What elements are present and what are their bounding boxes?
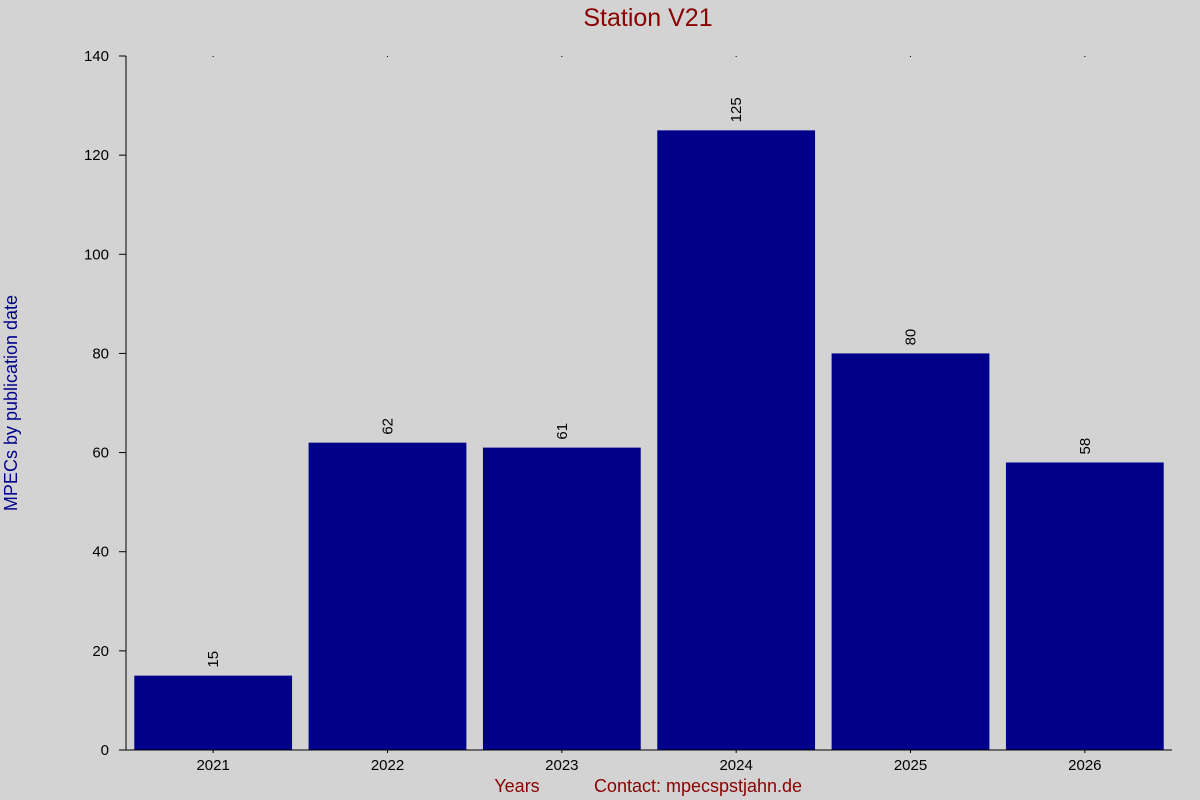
bar-2025 <box>831 353 990 750</box>
x-tick-label: 2023 <box>545 757 578 774</box>
y-tick-label: 80 <box>92 345 109 362</box>
y-tick-label: 100 <box>84 246 109 263</box>
bars: 15 62 61 125 80 58 <box>134 97 1164 750</box>
x-axis-ticks: 2021 2022 2023 2024 2025 2026 <box>196 56 1102 774</box>
x-tick-label: 2025 <box>894 757 927 774</box>
chart-title: Station V21 <box>583 4 712 32</box>
bar-2024 <box>657 130 816 750</box>
y-tick-label: 140 <box>84 48 109 65</box>
contact-note: Contact: mpecspstjahn.de <box>594 776 802 796</box>
y-tick-label: 0 <box>101 742 109 759</box>
x-axis-label: Years <box>494 776 539 796</box>
bar-value-label: 61 <box>554 423 571 440</box>
x-tick-label: 2022 <box>371 757 404 774</box>
bar-2021 <box>134 675 293 750</box>
bar-value-label: 58 <box>1077 438 1094 455</box>
y-axis-ticks: 0 20 40 60 80 100 120 140 <box>84 48 126 759</box>
bar-value-label: 62 <box>380 418 397 435</box>
x-tick-label: 2021 <box>196 757 229 774</box>
x-tick-label: 2024 <box>719 757 752 774</box>
y-axis-label: MPECs by publication date <box>1 295 21 511</box>
bar-2023 <box>482 447 641 750</box>
y-tick-label: 60 <box>92 445 109 462</box>
y-tick-label: 40 <box>92 544 109 561</box>
bar-value-label: 125 <box>728 97 745 122</box>
y-tick-label: 120 <box>84 147 109 164</box>
y-tick-label: 20 <box>92 643 109 660</box>
bar-2026 <box>1005 462 1164 750</box>
bar-value-label: 15 <box>205 651 222 668</box>
bar-2022 <box>308 442 467 750</box>
x-tick-label: 2026 <box>1068 757 1101 774</box>
bar-value-label: 80 <box>903 329 920 346</box>
